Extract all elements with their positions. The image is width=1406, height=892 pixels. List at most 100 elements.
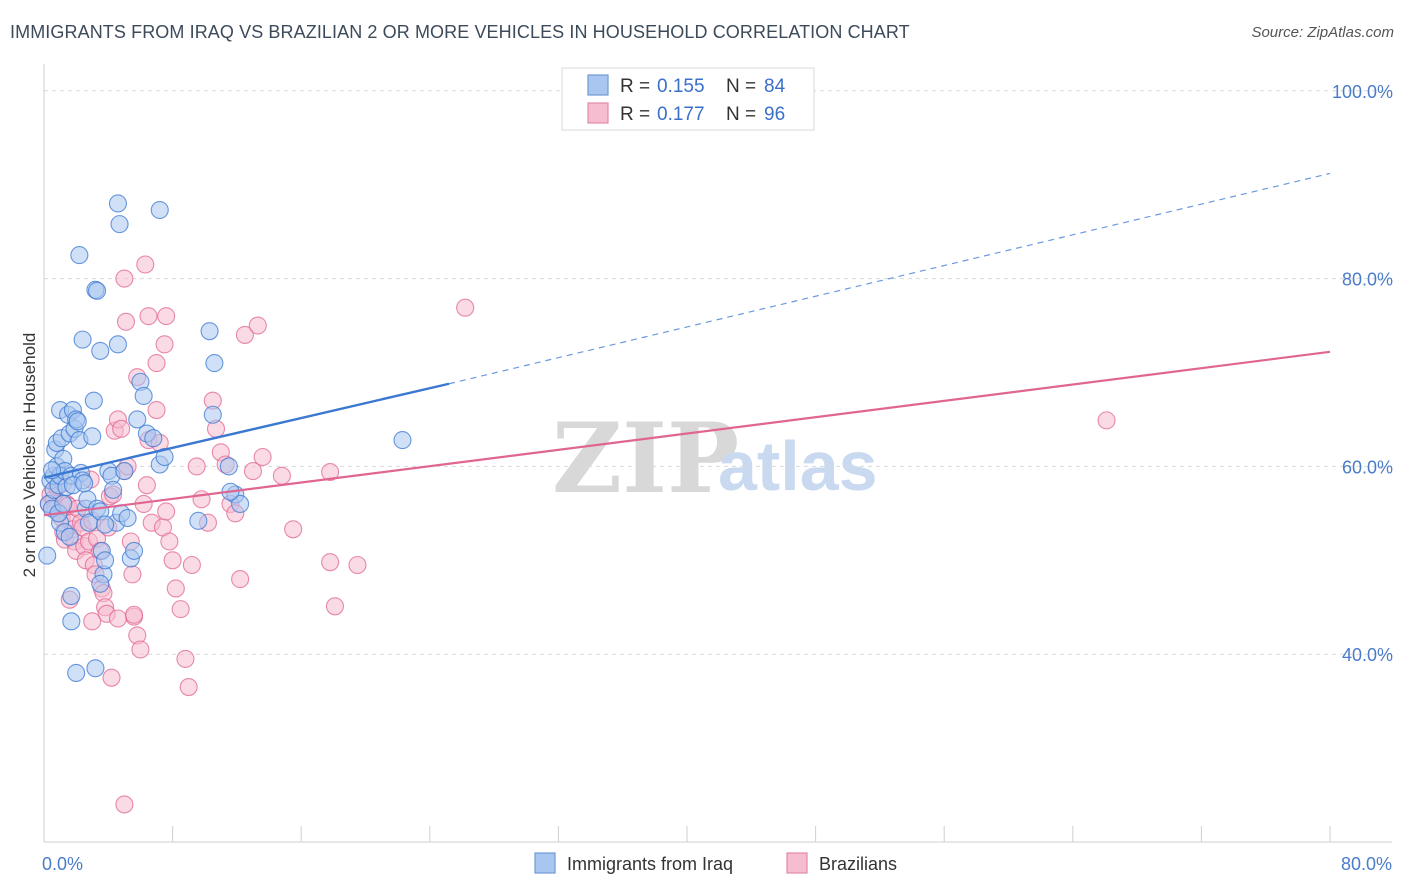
watermark-zip: ZIP [552, 402, 739, 515]
brazilians-point [102, 668, 121, 687]
iraq-point [96, 515, 115, 534]
brazilians-trend-line [43, 350, 1331, 517]
brazilians-point [155, 335, 174, 354]
iraq-point [54, 494, 73, 514]
brazilians-point [108, 609, 127, 628]
legend-swatch-blue [587, 74, 609, 96]
bottom-legend-label-brazilians: Brazilians [819, 854, 897, 874]
iraq-point [205, 354, 224, 373]
y-tick-labels: 40.0% 60.0% 80.0% 100.0% [1332, 82, 1393, 665]
iraq-point [91, 574, 110, 593]
brazilians-point [157, 307, 176, 326]
x-tick-label-max: 80.0% [1341, 854, 1392, 874]
brazilians-point [182, 555, 201, 575]
source-label: Source: ZipAtlas.com [1251, 24, 1394, 41]
iraq-point [83, 427, 102, 446]
brazilians-point [171, 600, 190, 619]
bottom-legend-swatch-brazilians [786, 852, 808, 874]
brazilians-point [137, 476, 156, 495]
brazilians-point [272, 466, 291, 485]
brazilians-points [39, 255, 1116, 814]
brazilians-point [348, 555, 367, 575]
iraq-point [108, 194, 127, 213]
y-axis-title: 2 or more Vehicles in Household [20, 333, 39, 578]
iraq-point [231, 494, 250, 514]
legend-r-value-1: 0.155 [657, 76, 705, 97]
y-tick-label-40: 40.0% [1342, 645, 1393, 665]
brazilians-point [284, 520, 303, 539]
iraq-point [203, 405, 222, 424]
legend-swatch-pink [587, 102, 609, 124]
brazilians-point [192, 490, 211, 509]
iraq-point [70, 246, 89, 265]
iraq-point [87, 281, 107, 300]
brazilians-point [176, 649, 195, 668]
iraq-point [118, 508, 137, 528]
iraq-point [38, 546, 57, 565]
brazilians-point [1097, 411, 1116, 430]
bottom-legend-label-iraq: Immigrants from Iraq [567, 854, 733, 874]
iraq-point [62, 612, 81, 631]
brazilians-point [147, 400, 166, 420]
iraq-point [86, 659, 105, 678]
iraq-point [134, 386, 153, 406]
brazilians-point [231, 570, 250, 589]
iraq-point [104, 480, 123, 499]
iraq-point [219, 457, 238, 476]
brazilians-point [187, 457, 206, 476]
brazilians-point [166, 579, 185, 598]
iraq-trend-line [43, 382, 450, 479]
iraq-point [67, 663, 86, 683]
y-tick-label-80: 80.0% [1342, 270, 1393, 290]
brazilians-point [139, 307, 158, 326]
chart-title: IMMIGRANTS FROM IRAQ VS BRAZILIAN 2 OR M… [10, 22, 910, 42]
brazilians-point [179, 678, 198, 697]
brazilians-point [157, 502, 176, 521]
brazilians-point [83, 612, 102, 631]
legend-r-label-1: R = [620, 76, 650, 97]
iraq-point [189, 511, 208, 530]
iraq-point [96, 551, 115, 570]
x-tick-label-min: 0.0% [42, 854, 83, 874]
brazilians-point [123, 565, 142, 584]
brazilians-point [243, 462, 263, 481]
brazilians-point [124, 605, 144, 624]
legend: R = 0.155 N = 84 R = 0.177 N = 96 [561, 67, 815, 131]
brazilians-point [253, 447, 272, 467]
axes [43, 64, 1392, 843]
iraq-point [115, 462, 134, 481]
x-tick-labels: 0.0% 80.0% [42, 854, 1392, 874]
brazilians-point [160, 532, 179, 551]
y-tick-label-100: 100.0% [1332, 82, 1393, 102]
iraq-point [144, 429, 163, 448]
legend-r-label-2: R = [620, 104, 650, 125]
iraq-point [128, 410, 147, 429]
brazilians-point [456, 298, 475, 317]
iraq-point [110, 215, 129, 234]
brazilians-point [163, 551, 182, 570]
iraq-point [200, 322, 219, 341]
brazilians-point [116, 312, 136, 331]
legend-n-value-1: 84 [764, 76, 786, 97]
brazilians-point [115, 269, 134, 288]
brazilians-point [248, 316, 267, 335]
brazilians-point [136, 255, 155, 274]
iraq-trend-extension [448, 172, 1331, 385]
bottom-legend: Immigrants from Iraq Brazilians [534, 852, 897, 874]
iraq-point [75, 474, 94, 493]
brazilians-point [131, 640, 150, 659]
trend-lines [43, 172, 1331, 517]
y-tick-label-60: 60.0% [1342, 457, 1393, 477]
iraq-point [84, 391, 103, 410]
bottom-legend-swatch-iraq [534, 852, 556, 874]
legend-r-value-2: 0.177 [657, 104, 705, 125]
brazilians-point [325, 597, 345, 616]
brazilians-point [321, 462, 340, 482]
grid-lines [44, 90, 1392, 655]
legend-n-label-2: N = [726, 104, 756, 125]
brazilians-point [112, 419, 131, 438]
legend-n-value-2: 96 [764, 104, 785, 125]
brazilians-point [235, 325, 254, 344]
iraq-point [91, 341, 110, 360]
brazilians-point [147, 354, 166, 373]
